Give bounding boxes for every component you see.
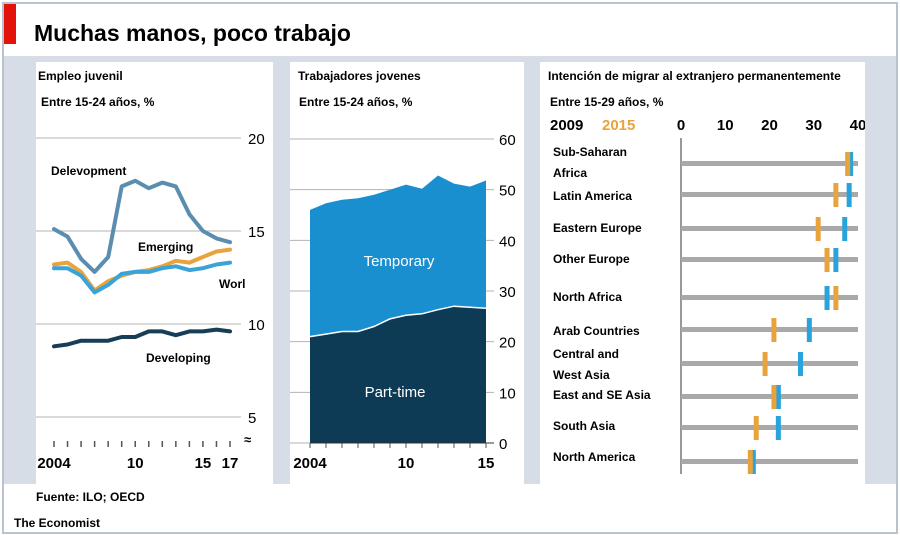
y-tick-label: 20 bbox=[248, 131, 265, 148]
y-tick-label: 15 bbox=[248, 224, 265, 241]
row-bar-north-africa bbox=[681, 295, 858, 300]
x-tick-label: 2004 bbox=[293, 455, 327, 472]
row-bar-central-and-west-asia bbox=[681, 361, 858, 366]
marker-2015-other-europe bbox=[824, 248, 830, 272]
marker-2009-sub-saharan-africa bbox=[848, 152, 854, 176]
row-bar-arab-countries bbox=[681, 327, 858, 332]
legend-2009: 2009 bbox=[550, 117, 583, 134]
area-label-temporary: Temporary bbox=[364, 253, 435, 270]
series-line-delevopment bbox=[52, 178, 232, 274]
series-line-worl bbox=[52, 260, 232, 295]
marker-2015-south-asia bbox=[753, 416, 759, 440]
series-label-delevopment: Delevopment bbox=[51, 164, 126, 178]
chart-subtitle: Entre 15-24 años, % bbox=[299, 95, 413, 109]
row-bar-north-america bbox=[681, 459, 858, 464]
series-label-developing: Developing bbox=[146, 351, 211, 365]
row-label-east-and-se-asia: East and SE Asia bbox=[553, 388, 651, 402]
chart-title: Trabajadores jovenes bbox=[298, 69, 421, 83]
marker-2009-central-and-west-asia bbox=[797, 352, 803, 376]
page-title: Muchas manos, poco trabajo bbox=[34, 20, 351, 46]
migration-intention-chart: Intención de migrar al extranjero perman… bbox=[548, 69, 866, 474]
row-label-south-asia: South Asia bbox=[553, 419, 616, 433]
y-tick-label: 40 bbox=[499, 233, 516, 250]
y-tick-label: 20 bbox=[499, 335, 516, 352]
y-tick-label: 60 bbox=[499, 132, 516, 149]
marker-2015-sub-saharan-africa bbox=[845, 152, 851, 176]
x-tick-label: 40 bbox=[850, 117, 865, 134]
x-tick-label: 10 bbox=[127, 455, 144, 472]
chart-title: Empleo juvenil bbox=[38, 69, 123, 83]
chart-title: Intención de migrar al extranjero perman… bbox=[548, 69, 841, 83]
marker-2015-north-africa bbox=[833, 286, 839, 310]
panel-young-workers: Trabajadores jovenes Entre 15-24 años, % 0… bbox=[290, 62, 524, 485]
x-tick-label: 15 bbox=[478, 455, 495, 472]
row-bar-eastern-europe bbox=[681, 226, 858, 231]
brand-name: The Economist bbox=[14, 516, 101, 530]
row-label-latin-america: Latin America bbox=[553, 189, 632, 203]
y-tick-label: 10 bbox=[248, 317, 265, 334]
area-boundary-line bbox=[309, 305, 487, 338]
marker-2009-eastern-europe bbox=[842, 217, 848, 241]
marker-2015-latin-america bbox=[833, 183, 839, 207]
x-tick-label: 30 bbox=[805, 117, 822, 134]
marker-2009-north-america bbox=[750, 450, 756, 474]
x-tick-label: 0 bbox=[677, 117, 685, 134]
youth-employment-chart: Empleo juvenil Entre 15-24 años, % 5 10 15 20… bbox=[36, 69, 265, 472]
row-label-eastern-europe: Eastern Europe bbox=[553, 221, 642, 235]
marker-2009-north-africa bbox=[824, 286, 830, 310]
header: Muchas manos, poco trabajo bbox=[4, 4, 896, 56]
row-label-north-africa: North Africa bbox=[553, 290, 622, 304]
marker-2009-latin-america bbox=[846, 183, 852, 207]
y-tick-label: 5 bbox=[248, 410, 256, 427]
row-bar-south-asia bbox=[681, 425, 858, 430]
y-tick-label: 10 bbox=[499, 385, 516, 402]
marker-2015-north-america bbox=[747, 450, 753, 474]
x-tick-label: 20 bbox=[761, 117, 778, 134]
axis-break-symbol: ≈ bbox=[244, 432, 251, 447]
marker-2015-arab-countries bbox=[771, 318, 777, 342]
area-temporary bbox=[310, 175, 486, 337]
brand-red-bar bbox=[4, 4, 16, 44]
y-tick-label: 30 bbox=[499, 284, 516, 301]
x-tick-label: 10 bbox=[717, 117, 734, 134]
row-label-sub-saharan-africa: Africa bbox=[553, 166, 587, 180]
chart-subtitle: Entre 15-29 años, % bbox=[550, 95, 664, 109]
row-label-other-europe: Other Europe bbox=[553, 252, 630, 266]
row-label-central-and-west-asia: Central and bbox=[553, 347, 619, 361]
marker-2009-south-asia bbox=[775, 416, 781, 440]
x-tick-label: 10 bbox=[398, 455, 415, 472]
row-label-sub-saharan-africa: Sub-Saharan bbox=[553, 145, 627, 159]
x-tick-label: 17 bbox=[222, 455, 239, 472]
area-part-time bbox=[310, 306, 486, 443]
young-workers-chart: Trabajadores jovenes Entre 15-24 años, % 0… bbox=[290, 69, 516, 472]
row-label-arab-countries: Arab Countries bbox=[553, 324, 640, 338]
series-line-developing bbox=[52, 327, 232, 349]
panel-migration-intention: Intención de migrar al extranjero perman… bbox=[540, 62, 866, 485]
row-bar-other-europe bbox=[681, 257, 858, 262]
y-tick-label: 0 bbox=[499, 436, 507, 453]
marker-2009-other-europe bbox=[833, 248, 839, 272]
x-tick-label: 2004 bbox=[37, 455, 71, 472]
panel-youth-employment: Empleo juvenil Entre 15-24 años, % 5 10 15 20… bbox=[36, 62, 273, 485]
row-bar-east-and-se-asia bbox=[681, 394, 858, 399]
marker-2009-arab-countries bbox=[806, 318, 812, 342]
marker-2009-east-and-se-asia bbox=[775, 385, 781, 409]
row-label-north-america: North America bbox=[553, 450, 636, 464]
marker-2015-eastern-europe bbox=[815, 217, 821, 241]
row-bar-sub-saharan-africa bbox=[681, 161, 858, 166]
series-label-emerging: Emerging bbox=[138, 240, 193, 254]
chart-subtitle: Entre 15-24 años, % bbox=[41, 95, 155, 109]
row-bar-latin-america bbox=[681, 192, 858, 197]
area-label-part-time: Part-time bbox=[365, 384, 426, 401]
x-tick-label: 15 bbox=[195, 455, 212, 472]
series-label-worl: Worl bbox=[219, 277, 245, 291]
marker-2015-east-and-se-asia bbox=[771, 385, 777, 409]
y-tick-label: 50 bbox=[499, 183, 516, 200]
footer: Fuente: ILO; OECD The Economist bbox=[4, 484, 896, 532]
legend-2015: 2015 bbox=[602, 117, 635, 134]
marker-2015-central-and-west-asia bbox=[762, 352, 768, 376]
source-note: Fuente: ILO; OECD bbox=[36, 490, 145, 504]
row-label-central-and-west-asia: West Asia bbox=[553, 368, 610, 382]
